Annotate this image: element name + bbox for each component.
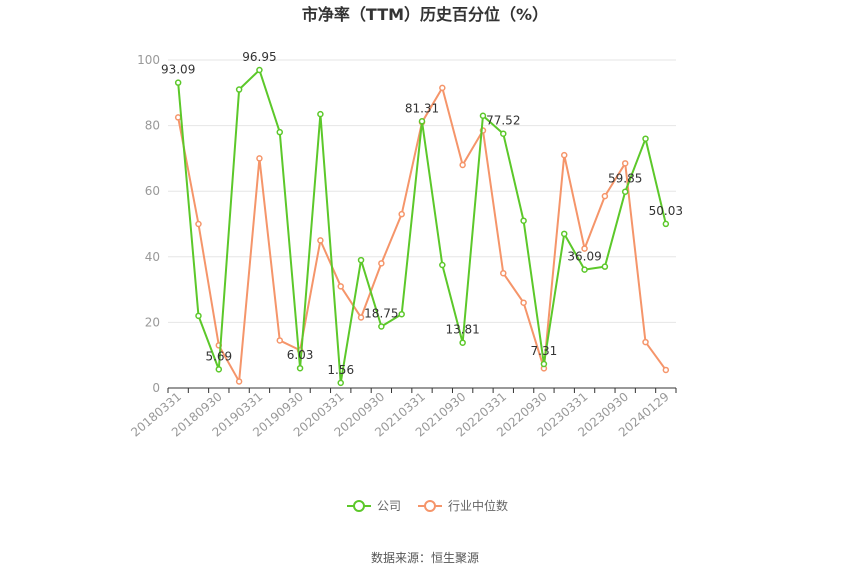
source-text: 数据来源：恒生聚源 [371,550,479,565]
data-labels: 93.09 5.69 96.95 6.03 1.56 18.75 81.31 13.81 77.… [161,50,683,377]
series-0-point [174,79,182,86]
series-1-point [601,192,609,200]
series-0-point [296,364,304,372]
series-0-point [439,261,446,269]
series-0-point [195,312,202,320]
y-tick-label: 20 [145,315,160,329]
series-0-point [662,220,670,228]
series-1-point [357,314,365,321]
series-1-point [500,269,507,277]
y-tick-label: 0 [152,381,160,395]
legend-item-0[interactable]: 公司 [347,499,401,513]
data-label: 13.81 [445,323,479,337]
series-0-point [378,323,385,330]
series-0-point [540,360,548,368]
series-0-point [479,112,487,120]
series-0-point [500,130,507,137]
series-1-point [174,114,182,121]
data-label: 96.95 [242,50,276,64]
series-1-point [195,220,202,228]
series-1-point [378,260,385,267]
x-axis: 2018033120180930201903312019093020200331… [128,387,677,440]
series-0-point [418,118,426,125]
series-0-point [520,217,527,224]
series-1-point [459,161,466,169]
data-label: 5.69 [205,349,232,363]
series-0-point [357,256,365,264]
y-tick-label: 80 [145,119,160,133]
series-line-1 [177,86,667,383]
series-0-point [337,379,344,387]
series-0-point [560,230,568,238]
series-0-point [235,86,243,93]
data-label: 59.85 [608,172,642,186]
series-0-point [621,188,629,195]
series-0-point [398,310,405,318]
data-label: 81.31 [405,101,439,115]
data-label: 7.31 [531,344,558,358]
data-label: 18.75 [364,307,398,321]
series-1-point [662,366,670,374]
series-1-point [642,338,649,346]
series-0-point [276,128,284,136]
data-label: 93.09 [161,63,195,77]
data-label: 6.03 [287,348,314,362]
series-0-point [256,66,263,74]
y-tick-label: 60 [145,184,160,198]
legend-swatch-marker [353,500,365,512]
series-1-point [398,210,405,218]
series-1-point [235,378,243,385]
legend-swatch-marker [424,500,436,512]
legend-label: 行业中位数 [448,498,508,513]
data-label: 50.03 [649,204,683,218]
series-1-point [337,283,344,290]
data-label: 1.56 [327,363,354,377]
y-tick-label: 40 [145,250,160,264]
chart-title: 市净率（TTM）历史百分位（%） [302,5,548,24]
series-1-point [581,245,588,252]
legend-item-1[interactable]: 行业中位数 [418,498,508,513]
series-0-point [601,263,609,270]
series-1-point [439,84,446,92]
series-0-point [215,366,223,373]
data-label: 77.52 [486,114,520,128]
series-0-point [459,339,466,346]
series-1-point [256,155,263,162]
plot-area [174,66,670,387]
series-1-point [520,299,527,306]
legend[interactable]: 公司 行业中位数 [347,498,508,513]
y-axis: 0 20 40 60 80 100 [137,53,160,395]
series-1-point [317,237,324,244]
series-0-point [642,135,649,142]
series-0-point [317,110,324,118]
data-label: 36.09 [567,250,601,264]
series-1-point [621,160,629,167]
series-1-point [560,151,568,159]
y-tick-label: 100 [137,53,160,67]
legend-label: 公司 [377,499,401,513]
series-0-point [581,266,588,273]
series-1-point [276,337,284,344]
